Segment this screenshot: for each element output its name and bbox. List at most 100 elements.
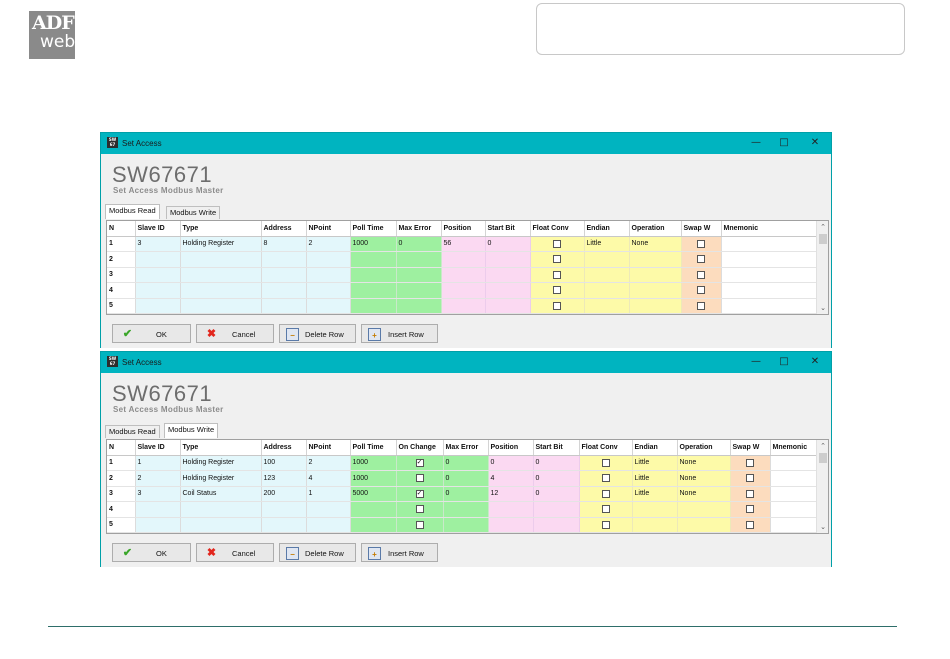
table-cell[interactable] bbox=[306, 282, 351, 299]
column-header[interactable]: Swap W bbox=[730, 440, 771, 456]
checkbox[interactable] bbox=[553, 239, 561, 248]
column-header[interactable]: Position bbox=[441, 221, 486, 237]
table-cell[interactable] bbox=[350, 251, 397, 268]
checkbox[interactable] bbox=[746, 505, 754, 514]
column-header[interactable]: Endian bbox=[584, 221, 630, 237]
table-cell[interactable] bbox=[396, 298, 442, 314]
checkbox-cell[interactable] bbox=[530, 267, 585, 283]
table-cell[interactable]: Holding Register bbox=[180, 236, 262, 252]
vertical-scrollbar[interactable]: ⌃ ⌄ bbox=[816, 440, 828, 533]
column-header[interactable]: Endian bbox=[632, 440, 678, 456]
table-cell[interactable] bbox=[350, 282, 397, 299]
checkbox[interactable] bbox=[601, 505, 610, 514]
table-cell[interactable] bbox=[770, 517, 828, 533]
table-row[interactable]: 3 bbox=[107, 267, 819, 283]
table-cell[interactable]: 1 bbox=[135, 455, 181, 471]
table-row[interactable]: 4 bbox=[107, 282, 819, 299]
table-cell[interactable] bbox=[488, 501, 534, 518]
table-cell[interactable]: 2 bbox=[135, 470, 181, 487]
table-cell[interactable]: 0 bbox=[533, 455, 580, 471]
table-row[interactable]: 1 1 Holding Register 100 2 1000 ✓ 0 0 0 Little None bbox=[107, 455, 828, 471]
table-cell[interactable]: None bbox=[629, 236, 682, 252]
table-cell[interactable] bbox=[306, 267, 351, 283]
checkbox-cell[interactable] bbox=[530, 251, 585, 268]
checkbox-cell[interactable] bbox=[681, 267, 722, 283]
checkbox[interactable] bbox=[746, 474, 754, 483]
table-cell[interactable] bbox=[721, 298, 819, 314]
table-cell[interactable]: Little bbox=[584, 236, 630, 252]
table-cell[interactable]: 2 bbox=[306, 236, 351, 252]
tab-modbus-read[interactable]: Modbus Read bbox=[105, 425, 160, 438]
table-cell[interactable] bbox=[584, 298, 630, 314]
checkbox-cell[interactable] bbox=[681, 236, 722, 252]
checkbox-cell[interactable] bbox=[730, 517, 771, 533]
checkbox[interactable] bbox=[697, 301, 705, 310]
table-cell[interactable] bbox=[261, 298, 307, 314]
table-cell[interactable] bbox=[584, 267, 630, 283]
column-header[interactable]: N bbox=[107, 221, 136, 237]
close-button[interactable]: ✕ bbox=[810, 356, 820, 367]
table-cell[interactable] bbox=[180, 517, 262, 533]
table-cell[interactable] bbox=[350, 517, 397, 533]
table-cell[interactable]: 0 bbox=[443, 455, 489, 471]
table-cell[interactable]: None bbox=[677, 486, 731, 502]
table-cell[interactable] bbox=[721, 236, 819, 252]
column-header[interactable]: Type bbox=[180, 221, 262, 237]
ok-button[interactable]: ✔ OK bbox=[112, 324, 191, 343]
table-cell[interactable] bbox=[261, 251, 307, 268]
checkbox-cell[interactable]: ✓ bbox=[396, 486, 444, 502]
table-cell[interactable] bbox=[180, 267, 262, 283]
checkbox-cell[interactable] bbox=[396, 470, 444, 487]
cancel-button[interactable]: ✖ Cancel bbox=[196, 324, 274, 343]
table-row[interactable]: 5 bbox=[107, 517, 828, 533]
table-cell[interactable] bbox=[632, 517, 678, 533]
table-cell[interactable] bbox=[350, 267, 397, 283]
checkbox[interactable] bbox=[553, 255, 561, 264]
checkbox-cell[interactable] bbox=[730, 455, 771, 471]
table-cell[interactable] bbox=[533, 501, 580, 518]
table-cell[interactable]: 1 bbox=[306, 486, 351, 502]
tab-modbus-write[interactable]: Modbus Write bbox=[164, 423, 219, 438]
table-cell[interactable] bbox=[488, 517, 534, 533]
checked-checkbox[interactable]: ✓ bbox=[415, 458, 424, 467]
table-cell[interactable] bbox=[677, 517, 731, 533]
table-cell[interactable]: 1000 bbox=[350, 470, 397, 487]
table-cell[interactable] bbox=[306, 298, 351, 314]
table-row[interactable]: 5 bbox=[107, 298, 819, 314]
table-cell[interactable] bbox=[180, 298, 262, 314]
checkbox-cell[interactable] bbox=[579, 486, 633, 502]
scroll-up-icon[interactable]: ⌃ bbox=[820, 442, 826, 450]
checkbox[interactable] bbox=[415, 505, 424, 514]
table-cell[interactable] bbox=[584, 282, 630, 299]
checkbox[interactable] bbox=[697, 239, 705, 248]
table-cell[interactable]: None bbox=[677, 470, 731, 487]
checkbox[interactable] bbox=[697, 255, 705, 264]
checkbox-cell[interactable] bbox=[730, 470, 771, 487]
checkbox[interactable] bbox=[601, 520, 610, 529]
column-header[interactable]: NPoint bbox=[306, 440, 351, 456]
column-header[interactable]: Mnemonic bbox=[770, 440, 828, 456]
table-cell[interactable] bbox=[632, 501, 678, 518]
checkbox-cell[interactable] bbox=[681, 282, 722, 299]
cancel-button[interactable]: ✖ Cancel bbox=[196, 543, 274, 562]
table-cell[interactable] bbox=[180, 501, 262, 518]
table-cell[interactable] bbox=[443, 517, 489, 533]
table-cell[interactable]: 2 bbox=[306, 455, 351, 471]
checkbox-cell[interactable] bbox=[530, 298, 585, 314]
column-header[interactable]: Float Conv bbox=[530, 221, 585, 237]
table-cell[interactable] bbox=[629, 267, 682, 283]
table-cell[interactable]: 12 bbox=[488, 486, 534, 502]
table-cell[interactable] bbox=[396, 251, 442, 268]
table-cell[interactable]: 56 bbox=[441, 236, 486, 252]
table-cell[interactable] bbox=[135, 267, 181, 283]
column-header[interactable]: NPoint bbox=[306, 221, 351, 237]
table-cell[interactable] bbox=[306, 501, 351, 518]
insert-row-button[interactable]: + Insert Row bbox=[361, 324, 438, 343]
column-header[interactable]: N bbox=[107, 440, 136, 456]
scroll-thumb[interactable] bbox=[819, 234, 827, 244]
insert-row-button[interactable]: + Insert Row bbox=[361, 543, 438, 562]
scroll-down-icon[interactable]: ⌄ bbox=[820, 304, 826, 312]
table-cell[interactable] bbox=[533, 517, 580, 533]
column-header[interactable]: Operation bbox=[677, 440, 731, 456]
table-cell[interactable] bbox=[306, 517, 351, 533]
